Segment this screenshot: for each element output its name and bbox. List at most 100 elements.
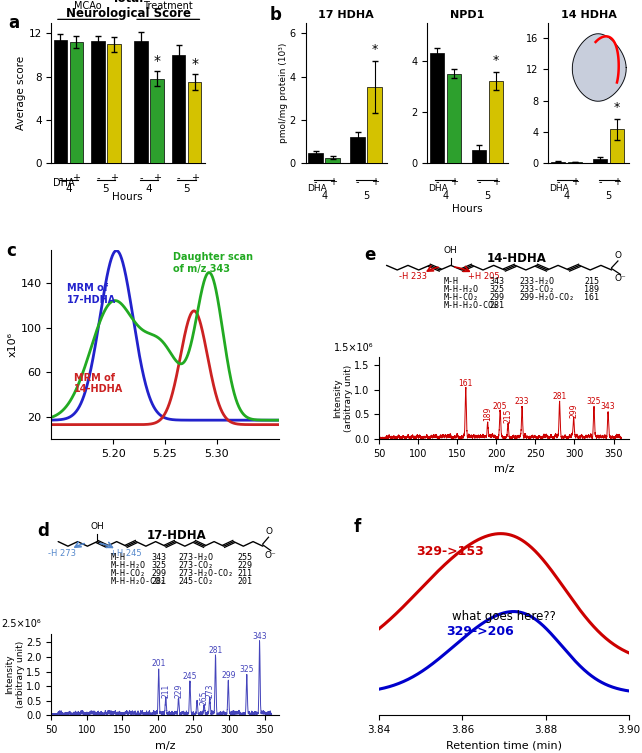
Bar (367, 87, 382, 163)
Text: +: + (450, 177, 458, 187)
Bar (489, 81, 503, 163)
Bar (134, 41, 148, 163)
Text: +: + (571, 177, 579, 187)
Text: -: - (598, 177, 602, 187)
Text: M-H: M-H (110, 553, 125, 562)
Text: *: * (493, 53, 499, 67)
Text: 5: 5 (484, 191, 490, 201)
Text: 2.5×10⁶: 2.5×10⁶ (1, 620, 41, 630)
Text: M-H-H₂O-CO₂: M-H-H₂O-CO₂ (110, 578, 166, 587)
Text: 233-CO₂: 233-CO₂ (519, 285, 554, 294)
Text: d: d (38, 523, 49, 541)
Text: 233-H₂O: 233-H₂O (519, 276, 554, 285)
Bar (172, 55, 186, 163)
Text: +: + (191, 172, 198, 183)
Text: *: * (191, 57, 198, 72)
Text: 229: 229 (174, 683, 183, 697)
Text: 4: 4 (442, 191, 449, 201)
Text: O: O (265, 527, 272, 536)
Text: *: * (372, 43, 377, 56)
Bar (610, 130, 625, 163)
Bar (351, 137, 365, 163)
Text: 299: 299 (569, 404, 578, 419)
Text: MRM of
17-HDHA: MRM of 17-HDHA (67, 283, 116, 305)
Text: OH: OH (444, 246, 458, 255)
Text: 1.5×10⁶: 1.5×10⁶ (334, 343, 374, 353)
Text: M-H-H₂O-CO₂: M-H-H₂O-CO₂ (444, 301, 499, 310)
Text: +: + (73, 172, 80, 183)
Bar (53, 40, 67, 163)
Bar (593, 159, 607, 163)
Text: 189: 189 (584, 285, 599, 294)
Bar (150, 79, 164, 163)
Text: +H 205: +H 205 (467, 273, 499, 282)
Text: 5: 5 (605, 191, 612, 201)
Text: 255: 255 (238, 553, 253, 562)
Text: During
MCAo: During MCAo (71, 0, 105, 11)
Bar (325, 157, 340, 163)
Text: -: - (557, 177, 560, 187)
Text: *: * (153, 54, 160, 68)
Text: DHA: DHA (53, 178, 74, 188)
Text: 201: 201 (152, 660, 166, 669)
Text: Hours: Hours (112, 192, 143, 202)
Text: M-H-CO₂: M-H-CO₂ (110, 569, 146, 578)
Title: NPD1: NPD1 (450, 11, 485, 20)
Text: +: + (613, 177, 621, 187)
Text: Daughter scan
of m/z 343: Daughter scan of m/z 343 (173, 252, 254, 273)
Text: -: - (477, 177, 481, 187)
Text: 5: 5 (183, 184, 190, 194)
Text: 161: 161 (458, 379, 473, 388)
Text: 265: 265 (200, 691, 209, 705)
Title: 17 HDHA: 17 HDHA (318, 11, 374, 20)
Y-axis label: Average score: Average score (15, 56, 26, 130)
Bar (472, 150, 486, 163)
Text: -H 233: -H 233 (399, 273, 428, 282)
Text: 17-HDHA: 17-HDHA (146, 529, 206, 541)
X-axis label: Retention time (min): Retention time (min) (446, 741, 562, 751)
Text: 189: 189 (483, 407, 492, 421)
Text: 233: 233 (515, 398, 529, 407)
Text: +: + (492, 177, 500, 187)
Text: OH: OH (91, 522, 104, 531)
Y-axis label: x10⁶: x10⁶ (8, 332, 18, 357)
Text: M-H-H₂O: M-H-H₂O (444, 285, 479, 294)
Text: +: + (370, 177, 379, 187)
Text: *: * (614, 101, 620, 114)
Text: +: + (153, 172, 161, 183)
Text: 299: 299 (489, 293, 504, 302)
Text: 329->206: 329->206 (446, 625, 514, 638)
Text: DHA: DHA (428, 184, 447, 193)
Text: f: f (354, 518, 361, 536)
Bar (551, 162, 566, 163)
Text: 299-H₂O-CO₂: 299-H₂O-CO₂ (519, 293, 574, 302)
Text: 4: 4 (564, 191, 570, 201)
Text: -: - (435, 177, 438, 187)
Text: 161: 161 (584, 293, 599, 302)
Text: After
Treatment: After Treatment (143, 0, 193, 11)
Text: 325: 325 (489, 285, 504, 294)
Bar (308, 153, 323, 163)
Text: 329->153: 329->153 (417, 545, 484, 558)
Text: 325: 325 (239, 665, 254, 674)
Text: 229: 229 (238, 561, 253, 570)
Text: Hours: Hours (451, 203, 482, 214)
Text: 201: 201 (238, 578, 253, 587)
Text: 299: 299 (152, 569, 166, 578)
Text: 343: 343 (601, 402, 616, 411)
X-axis label: m/z: m/z (155, 741, 175, 751)
Y-axis label: Intensity
(arbitrary unit): Intensity (arbitrary unit) (5, 641, 25, 708)
Text: 211: 211 (238, 569, 253, 578)
Text: 215: 215 (503, 409, 512, 423)
Text: a: a (8, 14, 19, 32)
Bar (70, 42, 83, 163)
Text: 273-CO₂: 273-CO₂ (178, 561, 214, 570)
Text: O: O (614, 251, 621, 260)
Bar (429, 53, 444, 163)
Text: 325: 325 (587, 398, 602, 407)
Text: +: + (110, 172, 118, 183)
Text: +H 245: +H 245 (110, 549, 141, 558)
Text: 281: 281 (553, 392, 567, 401)
Text: 273-H₂O: 273-H₂O (178, 553, 214, 562)
Text: 5: 5 (363, 191, 369, 201)
